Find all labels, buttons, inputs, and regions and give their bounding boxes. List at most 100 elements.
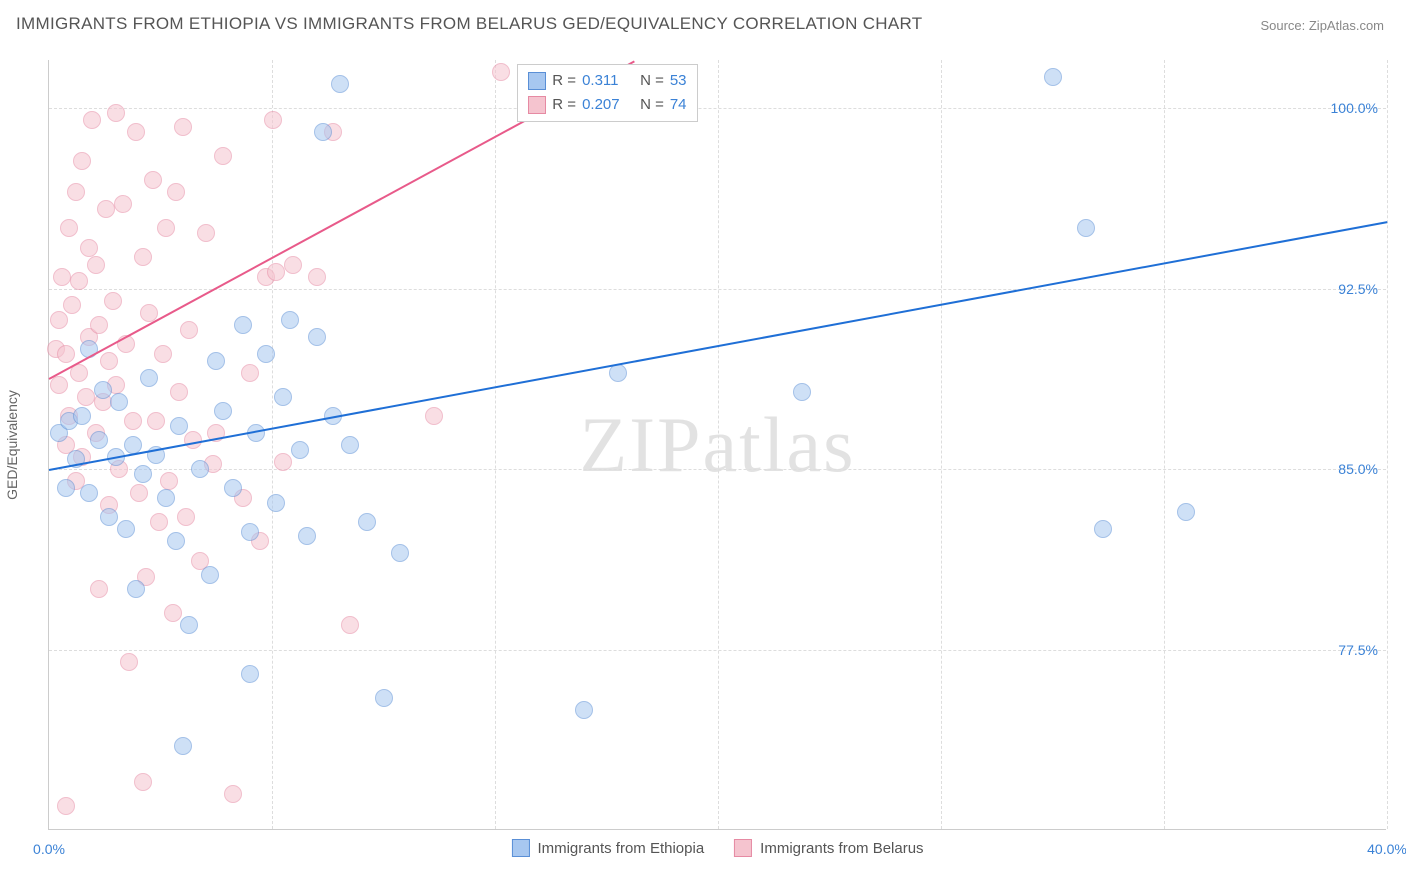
- scatter-point: [73, 152, 91, 170]
- legend-swatch: [734, 839, 752, 857]
- scatter-point: [391, 544, 409, 562]
- scatter-point: [154, 345, 172, 363]
- scatter-point: [53, 268, 71, 286]
- legend-series-label: Immigrants from Belarus: [760, 840, 923, 857]
- scatter-point: [170, 383, 188, 401]
- legend-swatch: [528, 72, 546, 90]
- scatter-point: [130, 484, 148, 502]
- scatter-point: [241, 364, 259, 382]
- scatter-point: [50, 376, 68, 394]
- scatter-point: [167, 532, 185, 550]
- scatter-point: [1077, 219, 1095, 237]
- scatter-point: [140, 369, 158, 387]
- legend-series-item: Immigrants from Ethiopia: [511, 839, 704, 857]
- y-tick-label: 77.5%: [1338, 642, 1378, 658]
- scatter-point: [147, 412, 165, 430]
- scatter-point: [241, 523, 259, 541]
- scatter-point: [191, 460, 209, 478]
- scatter-point: [77, 388, 95, 406]
- scatter-point: [134, 248, 152, 266]
- legend-row: R =0.311N =53: [528, 69, 686, 93]
- scatter-point: [134, 773, 152, 791]
- scatter-point: [1177, 503, 1195, 521]
- scatter-point: [180, 616, 198, 634]
- scatter-point: [134, 465, 152, 483]
- scatter-point: [63, 296, 81, 314]
- legend-r-value: 0.207: [582, 93, 634, 117]
- scatter-point: [124, 412, 142, 430]
- scatter-point: [70, 272, 88, 290]
- scatter-point: [197, 224, 215, 242]
- scatter-point: [73, 407, 91, 425]
- scatter-point: [341, 436, 359, 454]
- scatter-point: [83, 111, 101, 129]
- scatter-point: [425, 407, 443, 425]
- scatter-point: [80, 484, 98, 502]
- scatter-point: [241, 665, 259, 683]
- scatter-point: [267, 263, 285, 281]
- scatter-point: [341, 616, 359, 634]
- legend-series: Immigrants from Ethiopia Immigrants from …: [511, 839, 923, 857]
- source-label: Source: ZipAtlas.com: [1260, 18, 1384, 33]
- scatter-point: [214, 147, 232, 165]
- scatter-point: [264, 111, 282, 129]
- scatter-point: [224, 479, 242, 497]
- scatter-point: [87, 256, 105, 274]
- legend-series-label: Immigrants from Ethiopia: [537, 840, 704, 857]
- gridline-vertical: [941, 60, 942, 829]
- scatter-point: [90, 580, 108, 598]
- scatter-point: [127, 580, 145, 598]
- gridline-vertical: [1164, 60, 1165, 829]
- scatter-point: [575, 701, 593, 719]
- scatter-point: [358, 513, 376, 531]
- scatter-point: [157, 219, 175, 237]
- scatter-point: [94, 381, 112, 399]
- scatter-point: [180, 321, 198, 339]
- scatter-point: [57, 797, 75, 815]
- scatter-point: [308, 328, 326, 346]
- scatter-point: [57, 345, 75, 363]
- scatter-point: [174, 737, 192, 755]
- scatter-point: [164, 604, 182, 622]
- scatter-point: [67, 183, 85, 201]
- scatter-point: [224, 785, 242, 803]
- scatter-point: [1094, 520, 1112, 538]
- legend-series-item: Immigrants from Belarus: [734, 839, 923, 857]
- scatter-point: [207, 352, 225, 370]
- scatter-point: [90, 431, 108, 449]
- scatter-point: [308, 268, 326, 286]
- scatter-point: [170, 417, 188, 435]
- scatter-point: [117, 520, 135, 538]
- scatter-point: [97, 200, 115, 218]
- legend-r-value: 0.311: [582, 69, 634, 93]
- scatter-point: [100, 508, 118, 526]
- y-tick-label: 100.0%: [1331, 100, 1378, 116]
- scatter-point: [100, 352, 118, 370]
- scatter-point: [214, 402, 232, 420]
- legend-n-value: 53: [670, 69, 687, 93]
- legend-n-value: 74: [670, 93, 687, 117]
- scatter-point: [177, 508, 195, 526]
- scatter-point: [150, 513, 168, 531]
- scatter-point: [274, 388, 292, 406]
- scatter-point: [107, 104, 125, 122]
- legend-n-label: N =: [640, 93, 664, 117]
- y-tick-label: 92.5%: [1338, 281, 1378, 297]
- x-tick-label: 0.0%: [33, 841, 65, 857]
- legend-row: R =0.207N =74: [528, 93, 686, 117]
- legend-r-label: R =: [552, 93, 576, 117]
- y-axis-title: GED/Equivalency: [4, 390, 20, 500]
- legend-r-label: R =: [552, 69, 576, 93]
- scatter-point: [234, 316, 252, 334]
- scatter-point: [257, 345, 275, 363]
- scatter-point: [110, 393, 128, 411]
- scatter-point: [157, 489, 175, 507]
- scatter-point: [50, 311, 68, 329]
- scatter-point: [331, 75, 349, 93]
- scatter-point: [1044, 68, 1062, 86]
- x-tick-label: 40.0%: [1367, 841, 1406, 857]
- scatter-point: [298, 527, 316, 545]
- legend-correlation: R =0.311N =53R =0.207N =74: [517, 64, 697, 122]
- scatter-point: [120, 653, 138, 671]
- scatter-point: [104, 292, 122, 310]
